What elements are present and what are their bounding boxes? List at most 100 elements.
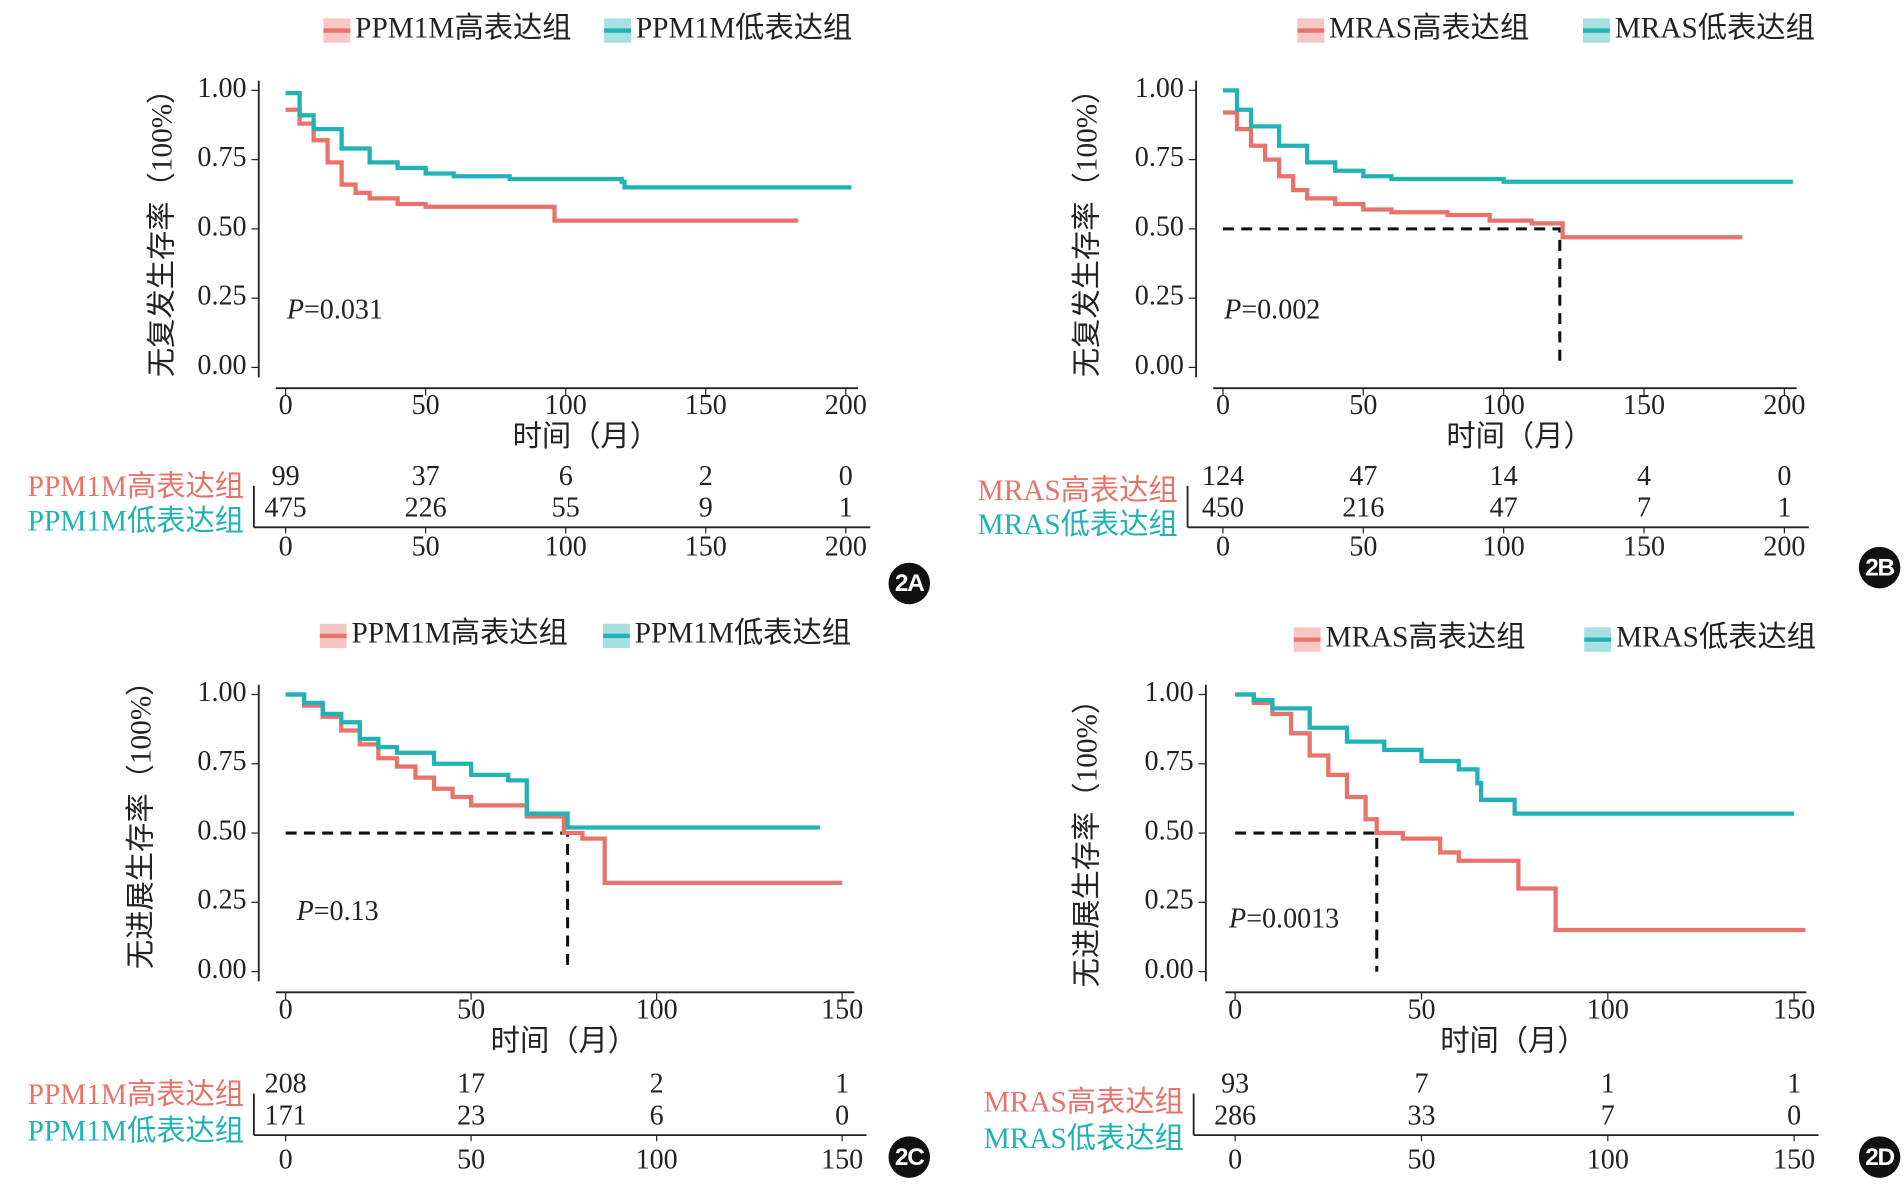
x-tick-label: 0 (1228, 994, 1242, 1025)
risk-count: 208 (265, 1069, 307, 1100)
x-axis-label: 时间（月） (513, 420, 659, 453)
km-curve (285, 107, 799, 223)
risk-count: 216 (1342, 493, 1384, 524)
risk-count: 0 (835, 1100, 849, 1131)
risk-x-tick-label: 50 (1349, 532, 1377, 563)
risk-count: 0 (1787, 1100, 1801, 1131)
risk-count: 37 (412, 461, 440, 492)
x-axis-label: 时间（月） (1446, 420, 1592, 453)
y-tick-label: 0.25 (197, 281, 246, 312)
x-tick-label: 150 (821, 994, 863, 1025)
risk-count: 47 (1490, 493, 1518, 524)
panel-badge (888, 1136, 931, 1178)
risk-x-tick-label: 0 (279, 532, 293, 563)
risk-x-tick-label: 0 (1216, 532, 1230, 563)
x-tick-label: 150 (1773, 994, 1815, 1025)
x-tick-label: 200 (1763, 390, 1805, 421)
risk-row-label: PPM1M高表达组 (28, 1078, 244, 1111)
legend-label: PPM1M高表达组 (352, 617, 568, 650)
risk-count: 1 (1787, 1069, 1801, 1100)
risk-count: 2 (699, 461, 713, 492)
risk-count: 1 (839, 493, 853, 524)
risk-count: 33 (1407, 1100, 1435, 1131)
km-curve (285, 692, 820, 830)
y-tick-label: 0.00 (1135, 350, 1184, 381)
y-tick-label: 0.75 (1145, 746, 1194, 777)
y-axis-label: 无复发生存率（100%） (145, 75, 178, 378)
x-tick-label: 150 (1623, 390, 1665, 421)
risk-count: 17 (457, 1069, 485, 1100)
legend-label: PPM1M低表达组 (636, 11, 852, 44)
risk-count: 2 (650, 1069, 664, 1100)
panel-label: 2C (895, 1144, 924, 1171)
y-tick-label: 0.25 (1145, 885, 1194, 916)
risk-count: 93 (1221, 1069, 1249, 1100)
y-tick-label: 1.00 (1145, 677, 1194, 708)
x-tick-label: 0 (279, 390, 293, 421)
risk-x-tick-label: 150 (1623, 532, 1665, 563)
risk-row-label: MRAS低表达组 (984, 1122, 1184, 1155)
median-line (1222, 227, 1562, 368)
risk-count: 6 (650, 1100, 664, 1131)
risk-row-label: PPM1M低表达组 (28, 1115, 244, 1148)
risk-count: 23 (457, 1100, 485, 1131)
y-tick-label: 1.00 (197, 73, 246, 104)
y-tick-label: 0.75 (1135, 142, 1184, 173)
risk-count: 171 (265, 1100, 307, 1131)
risk-x-tick-label: 100 (636, 1144, 678, 1175)
p-text: =0.031 (304, 295, 383, 326)
risk-row-label: MRAS低表达组 (978, 508, 1178, 541)
risk-x-tick-label: 100 (1483, 532, 1525, 563)
p-text: =0.13 (314, 897, 379, 928)
risk-x-tick-label: 200 (1763, 532, 1805, 563)
x-tick-label: 100 (1587, 994, 1629, 1025)
risk-count: 0 (839, 461, 853, 492)
risk-count: 1 (835, 1069, 849, 1100)
y-tick-label: 1.00 (1135, 73, 1184, 104)
km-curve (285, 692, 843, 886)
legend-label: MRAS高表达组 (1329, 11, 1529, 44)
risk-count: 226 (405, 493, 447, 524)
legend-label: MRAS低表达组 (1616, 620, 1816, 653)
y-tick-label: 0.75 (197, 142, 246, 173)
panel-label: 2A (895, 570, 924, 597)
risk-x-tick-label: 50 (412, 532, 440, 563)
p-value: P=0.002 (1223, 295, 1320, 326)
risk-count: 99 (272, 461, 300, 492)
y-tick-label: 0.25 (197, 885, 246, 916)
km-curve (1222, 88, 1793, 184)
risk-count: 47 (1349, 461, 1377, 492)
y-tick-label: 0.00 (197, 350, 246, 381)
y-tick-label: 0.75 (197, 746, 246, 777)
risk-count: 7 (1414, 1069, 1428, 1100)
y-tick-label: 0.00 (1145, 954, 1194, 985)
panel-label: 2D (1865, 1144, 1894, 1171)
y-tick-label: 0.50 (197, 815, 246, 846)
panel-label: 2B (1865, 554, 1894, 581)
km-curve (1235, 692, 1806, 933)
risk-x-tick-label: 100 (545, 532, 587, 563)
p-text: =0.002 (1241, 295, 1320, 326)
p-symbol: P (1223, 295, 1241, 326)
risk-x-tick-label: 50 (457, 1144, 485, 1175)
risk-x-tick-label: 0 (1228, 1144, 1242, 1175)
risk-x-tick-label: 0 (279, 1144, 293, 1175)
km-curve (1235, 692, 1795, 816)
p-symbol: P (286, 295, 304, 326)
panel-badge (888, 562, 931, 605)
risk-x-tick-label: 150 (821, 1144, 863, 1175)
risk-count: 124 (1202, 461, 1244, 492)
y-tick-label: 0.50 (1145, 815, 1194, 846)
risk-count: 475 (265, 493, 307, 524)
risk-count: 7 (1637, 493, 1651, 524)
risk-row-label: MRAS高表达组 (978, 474, 1178, 507)
risk-row-label: PPM1M高表达组 (28, 470, 244, 503)
risk-count: 0 (1777, 461, 1791, 492)
p-value: P=0.031 (286, 295, 383, 326)
p-symbol: P (1228, 904, 1246, 935)
x-tick-label: 100 (545, 390, 587, 421)
risk-count: 14 (1490, 461, 1518, 492)
risk-count: 9 (699, 493, 713, 524)
x-axis-label: 时间（月） (491, 1024, 637, 1057)
risk-x-tick-label: 150 (685, 532, 727, 563)
